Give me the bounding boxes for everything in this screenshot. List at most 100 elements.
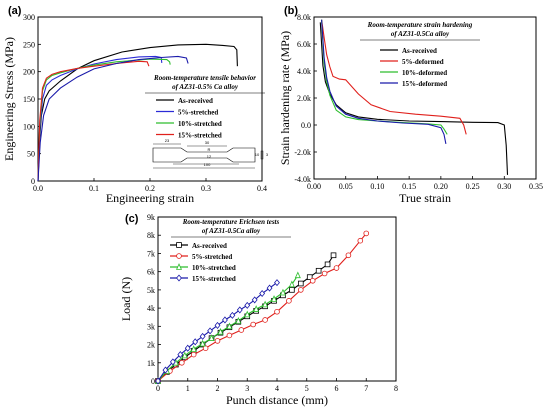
marker-circle: [179, 359, 185, 366]
y-tick-label: 6.0k: [297, 40, 311, 49]
x-tick-label: 4: [275, 384, 279, 393]
specimen-outline: [152, 147, 256, 163]
legend-title: of AZ31-0.5Ca alloy: [202, 227, 261, 235]
marker-circle: [262, 317, 268, 323]
y-tick-label: 6k: [147, 268, 155, 277]
marker-diamond: [251, 296, 258, 304]
y-tick-label: 5k: [147, 286, 155, 295]
y-tick-label: 2.0k: [297, 94, 311, 103]
marker-diamond: [244, 301, 251, 309]
marker-diamond: [214, 321, 221, 329]
marker-square: [315, 267, 322, 274]
marker-circle: [309, 277, 316, 284]
specimen-drawing: 23 30 R 10 12 100 3: [152, 138, 269, 169]
chart-b: 0.00 0.05 0.10 0.15 0.20 0.25 0.30 0.35 -4.0k -2.…: [278, 5, 543, 205]
marker-diamond: [155, 377, 161, 385]
marker-triangle: [175, 263, 183, 270]
y-tick-label: 4k: [147, 304, 155, 313]
x-tick-label: 0.20: [434, 182, 448, 191]
x-tick-label: 1: [186, 384, 190, 393]
dimension-label: 10: [255, 152, 260, 157]
legend-title: of AZ31-0.5Ca alloy: [391, 30, 450, 38]
panel-label: (c): [125, 213, 139, 225]
y-axis-label: Strain hardening rate (MPa): [278, 31, 292, 165]
x-tick-label: 0.35: [529, 182, 543, 191]
y-tick-label: 0: [151, 377, 155, 386]
marker-triangle: [199, 339, 206, 347]
series-line: [37, 55, 189, 182]
x-tick-label: 0: [156, 384, 160, 393]
y-tick-label: 8.0k: [297, 13, 311, 22]
x-tick-label: 0.30: [497, 182, 511, 191]
series-line: [37, 60, 150, 182]
marker-circle: [226, 332, 233, 339]
marker-triangle: [288, 280, 295, 288]
dimension-label: R: [208, 147, 211, 152]
marker-triangle: [271, 295, 278, 302]
x-tick-label: 7: [364, 384, 368, 393]
legend-entry: As-received: [192, 242, 227, 250]
marker-circle: [333, 265, 340, 271]
marker-circle: [190, 351, 197, 358]
x-axis-label: Punch distance (mm): [226, 393, 328, 407]
x-tick-label: 5: [305, 384, 309, 393]
y-tick-label: 4.0k: [297, 67, 311, 76]
legend-title: Room-temperature Erichsen tests: [182, 218, 280, 226]
y-tick-label: 9k: [147, 213, 155, 222]
x-tick-label: 3: [245, 384, 249, 393]
dimension-label: 30: [205, 140, 210, 145]
marker-triangle: [235, 316, 242, 324]
x-tick-label: 0.3: [201, 184, 211, 193]
y-tick-label: -4.0k: [294, 175, 311, 184]
marker-circle: [286, 298, 292, 304]
legend-entry: As-received: [402, 47, 437, 55]
marker-diamond: [199, 332, 206, 340]
marker-circle: [363, 230, 370, 237]
marker-diamond: [192, 338, 199, 346]
panel-label: (b): [284, 5, 298, 17]
marker-diamond: [176, 274, 182, 282]
y-axis-label: Load (N): [119, 277, 133, 321]
marker-triangle: [262, 300, 269, 308]
y-tick-label: 300: [23, 13, 35, 22]
y-tick-label: 7k: [147, 249, 155, 258]
marker-triangle: [181, 351, 188, 359]
y-tick-label: 100: [23, 122, 35, 131]
marker-square: [289, 287, 295, 293]
x-axis-label: True strain: [399, 191, 451, 205]
marker-diamond: [274, 279, 280, 287]
legend-title: of AZ31-0.5% Ca alloy: [172, 83, 239, 91]
marker-triangle: [294, 271, 301, 279]
marker-circle: [321, 270, 328, 277]
y-tick-label: -2.0k: [294, 148, 311, 157]
legend-entry: 10%-deformed: [402, 69, 447, 77]
marker-diamond: [162, 366, 169, 374]
y-tick-label: 8k: [147, 231, 155, 240]
x-tick-label: 0.4: [257, 184, 267, 193]
x-tick-label: 0.05: [339, 182, 353, 191]
legend-entry: 10%-stretched: [192, 264, 236, 272]
legend-entry: 15%-deformed: [402, 80, 447, 88]
marker-diamond: [184, 344, 191, 352]
marker-square: [324, 261, 331, 268]
x-tick-label: 2: [216, 384, 220, 393]
marker-diamond: [259, 290, 266, 298]
legend-entry: 5%-stretched: [192, 253, 232, 261]
marker-triangle: [253, 305, 260, 312]
series-line: [321, 19, 467, 135]
chart-c: 0 1 2 3 4 5 6 7 8 0 1k 2k 3k 4k 5k 6k 7k 8k 9k Punch distan…: [119, 213, 398, 407]
y-tick-label: 150: [23, 95, 35, 104]
marker-triangle: [217, 327, 224, 335]
y-tick-label: 1k: [147, 359, 155, 368]
x-tick-label: 0.25: [466, 182, 480, 191]
marker-circle: [176, 253, 182, 259]
plot-frame: [37, 16, 263, 182]
y-tick-label: 0: [31, 177, 35, 186]
marker-diamond: [207, 327, 213, 335]
legend-entry: 5%-stretched: [178, 109, 218, 117]
legend-entry: As-received: [178, 97, 213, 105]
plot-frame: [313, 16, 537, 180]
series-line: [37, 55, 163, 182]
y-tick-label: 0.0: [301, 121, 311, 130]
marker-diamond: [229, 311, 236, 319]
